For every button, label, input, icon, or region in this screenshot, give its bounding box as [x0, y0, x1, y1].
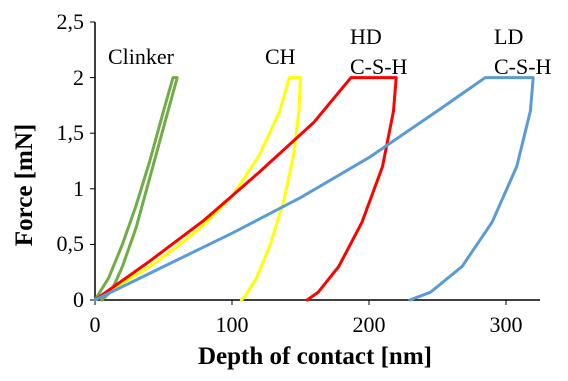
series-label-clinker: Clinker [108, 44, 175, 69]
x-tick-label: 0 [90, 312, 101, 337]
y-tick-label: 2 [73, 65, 84, 90]
series-label-ld-csh-part2: C-S-H [494, 54, 552, 79]
series-label-ch: CH [265, 44, 296, 69]
series-label-hd-csh-part1: HD [350, 24, 382, 49]
x-tick-label: 100 [216, 312, 249, 337]
y-tick-label: 1,5 [57, 120, 85, 145]
series-label-ld-csh-line2: C-S-H [494, 54, 552, 79]
y-tick-label: 0 [73, 287, 84, 312]
series-line-ch [93, 76, 302, 302]
x-ticks: 0 100 200 300 [90, 300, 523, 337]
y-tick-label: 1 [73, 176, 84, 201]
y-tick-label: 0,5 [57, 231, 85, 256]
series-label-ld-csh-line1: LD [494, 24, 523, 49]
series-label-hd-csh-line2: C-S-H [350, 54, 408, 79]
series-label-hd-csh-part2: C-S-H [350, 54, 408, 79]
y-axis-title: Force [mN] [11, 124, 38, 246]
x-tick-label: 300 [490, 312, 523, 337]
series-curves [93, 76, 535, 302]
series-line-ld-c-s-h [93, 76, 535, 302]
series-label-ld-csh-part1: LD [494, 24, 523, 49]
series-line-clinker [93, 76, 179, 302]
x-axis-title: Depth of contact [nm] [198, 343, 432, 370]
series-line-hd-c-s-h [93, 76, 398, 302]
x-tick-label: 200 [353, 312, 386, 337]
y-tick-label: 2,5 [57, 9, 85, 34]
series-label-hd-csh-line1: HD [350, 24, 382, 49]
y-ticks: 0 0,5 1 1,5 2 2,5 [57, 9, 95, 312]
